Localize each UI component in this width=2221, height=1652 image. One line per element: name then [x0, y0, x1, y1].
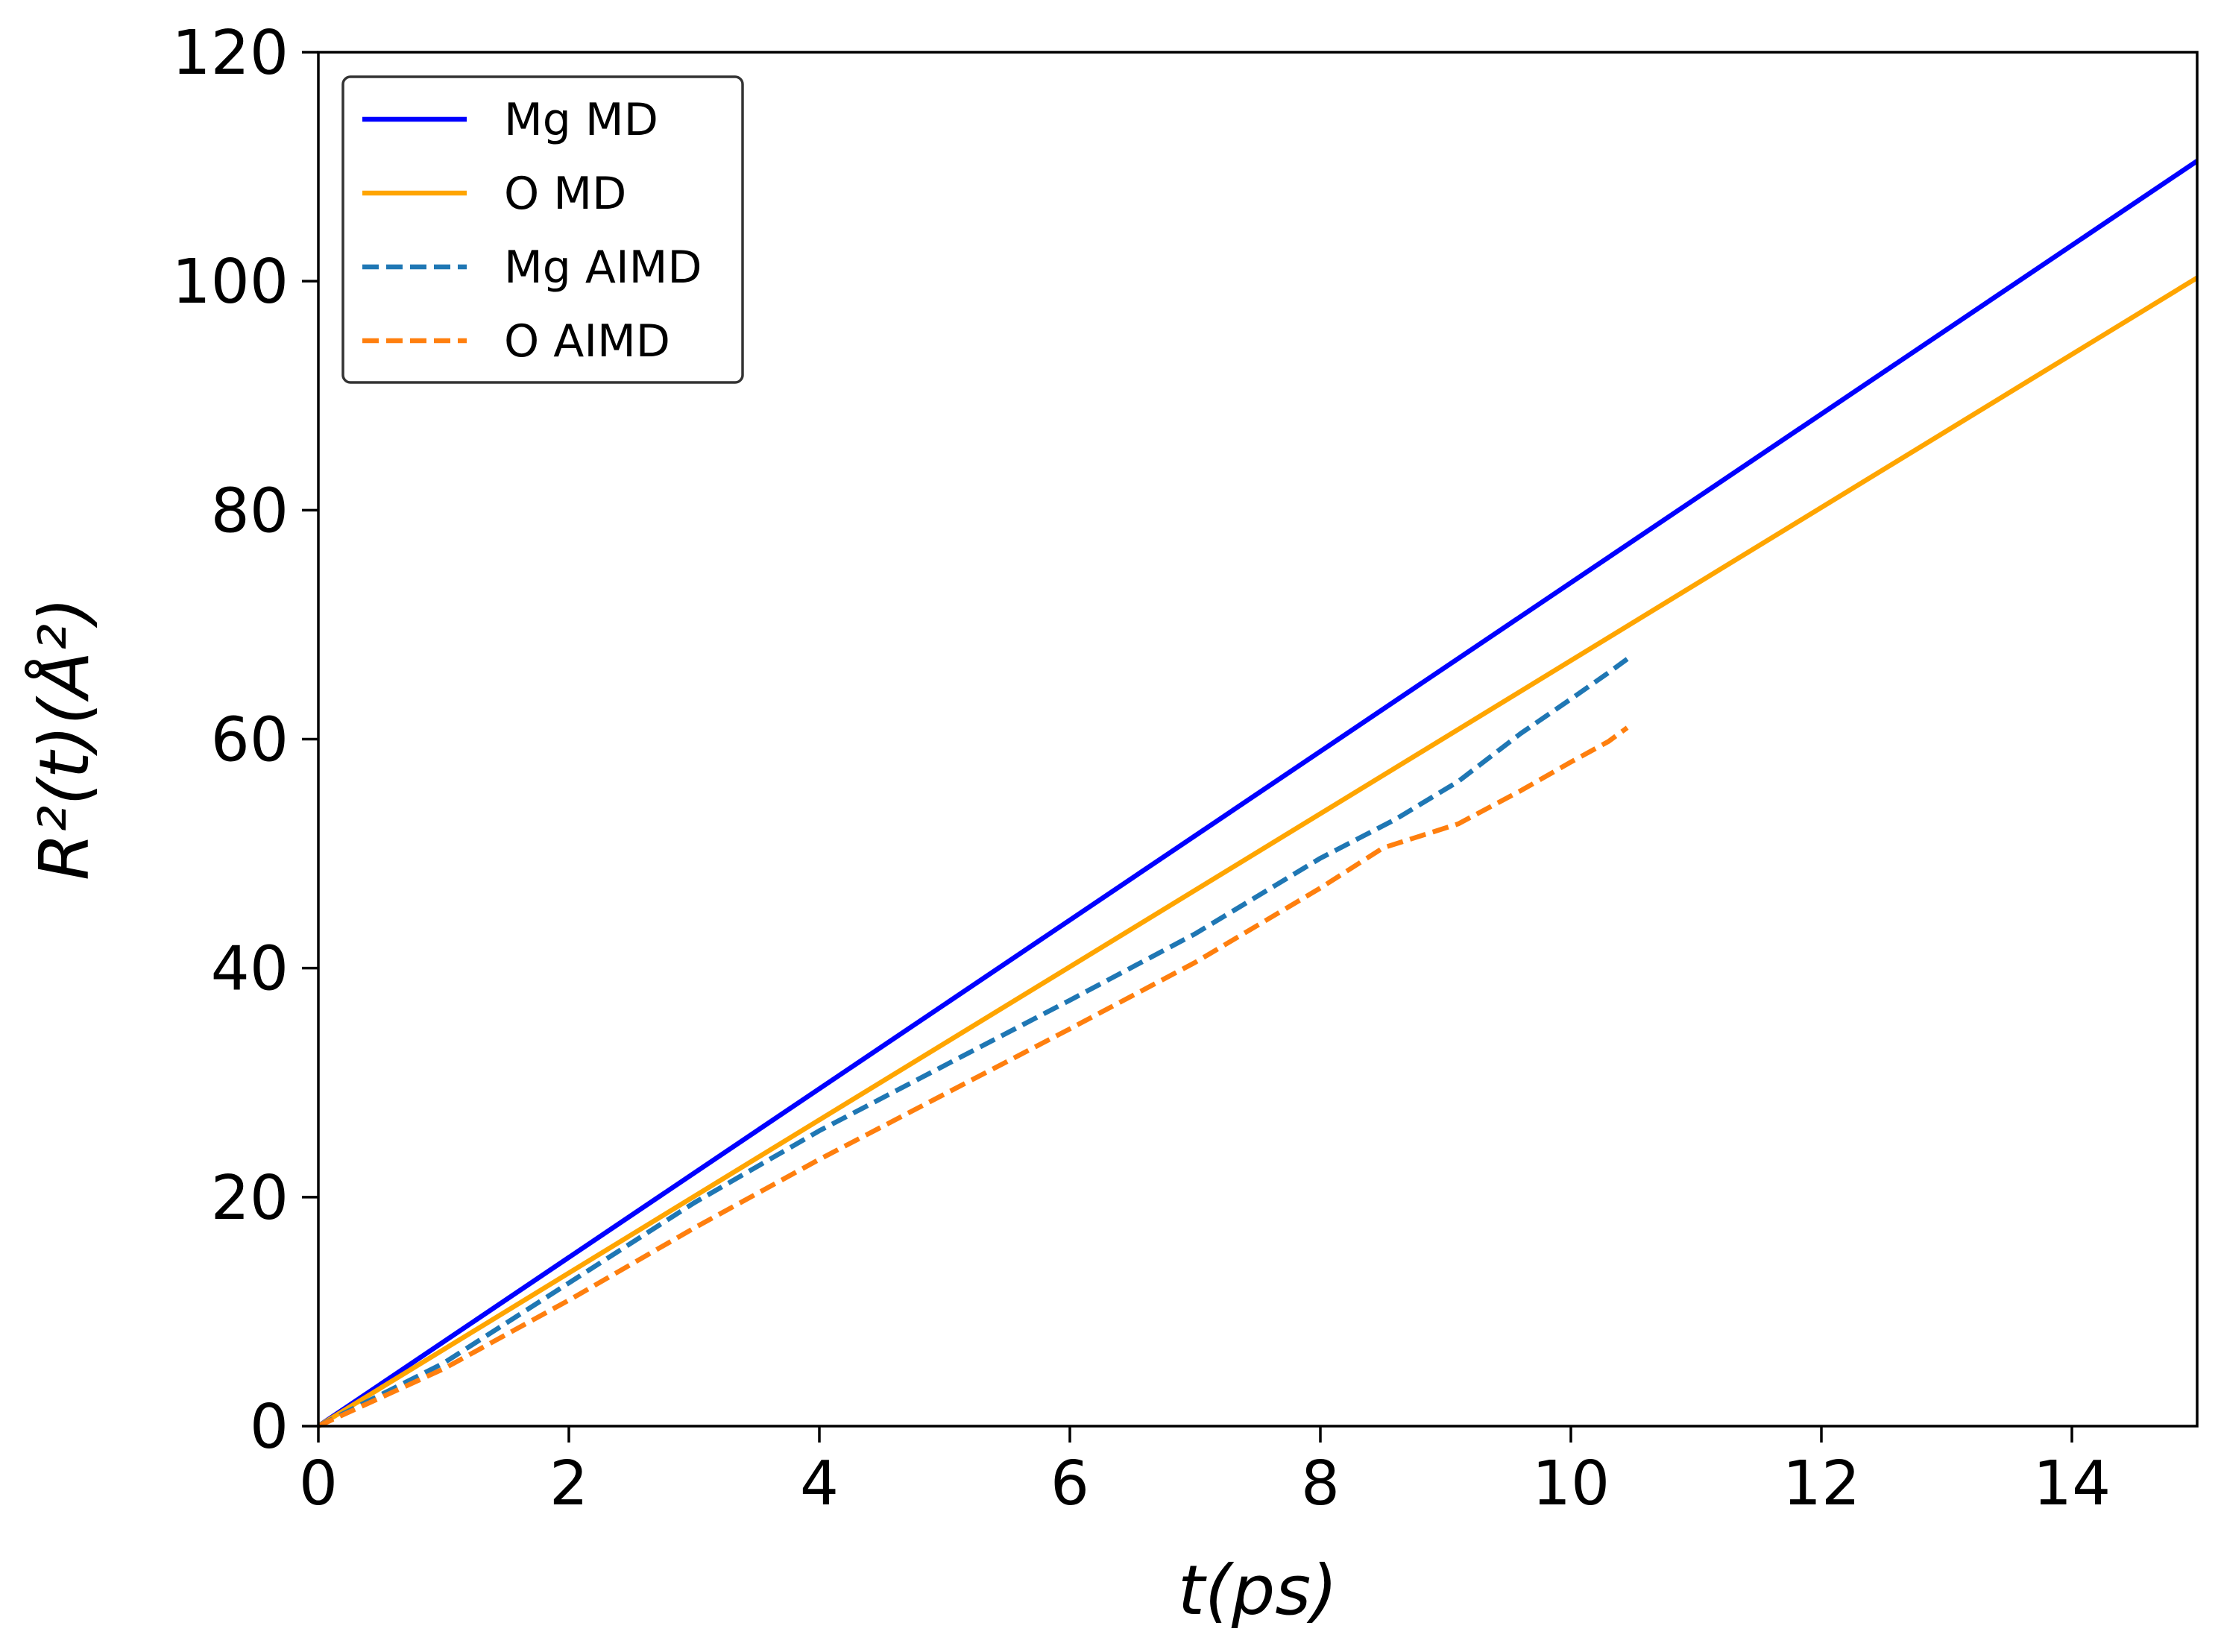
legend-label-o-aimd: O AIMD: [504, 315, 670, 368]
legend-box: [341, 75, 744, 384]
y-tick-label: 60: [211, 705, 289, 776]
x-tick-label: 10: [1532, 1448, 1610, 1519]
legend-label-mg-md: Mg MD: [504, 94, 658, 146]
x-tick-label: 14: [2033, 1448, 2111, 1519]
x-tick-label: 4: [800, 1448, 839, 1519]
legend: Mg MD O MD Mg AIMD O AIMD: [341, 75, 744, 384]
x-tick-label: 0: [299, 1448, 338, 1519]
y-tick-label: 80: [211, 476, 289, 546]
series-layer: [317, 159, 2199, 1428]
x-tick-label: 6: [1050, 1448, 1089, 1519]
y-tick-label: 120: [171, 18, 289, 89]
series-line-o-aimd: [317, 725, 1629, 1428]
legend-label-mg-aimd: Mg AIMD: [504, 242, 702, 294]
y-tick-label: 20: [211, 1163, 289, 1234]
y-tick-label: 0: [250, 1392, 289, 1463]
series-line-mg-md: [317, 159, 2199, 1428]
series-line-mg-aimd: [317, 657, 1629, 1428]
x-tick-label: 2: [549, 1448, 588, 1519]
series-line-o-md: [317, 275, 2199, 1428]
legend-entries: Mg MD O MD Mg AIMD O AIMD: [362, 94, 702, 368]
x-axis-label: t(ps): [1178, 1551, 1338, 1630]
y-tick-label: 100: [171, 247, 289, 318]
y-tick-label: 40: [211, 934, 289, 1005]
ticks-layer: 0 2 4 6 8 10 12 14 0 20 40 60 80 100 120: [171, 18, 2111, 1519]
x-tick-label: 8: [1301, 1448, 1340, 1519]
legend-label-o-md: O MD: [504, 168, 626, 220]
y-axis-label: R²(t)(Å²): [24, 597, 104, 880]
x-tick-label: 12: [1783, 1448, 1860, 1519]
